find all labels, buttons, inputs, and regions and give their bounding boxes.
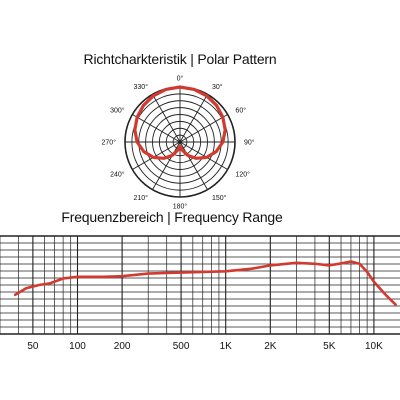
polar-angle-label: 270° — [102, 139, 117, 147]
polar-angle-label: 90° — [244, 139, 255, 147]
frequency-tick-label: 1K — [220, 341, 233, 352]
frequency-tick-label: 10K — [365, 341, 383, 352]
polar-pattern-title: Richtcharkteristik | Polar Pattern — [83, 51, 277, 67]
frequency-tick-label: 2K — [264, 341, 277, 352]
polar-angle-label: 150° — [212, 194, 227, 202]
frequency-tick-label: 5K — [323, 341, 336, 352]
frequency-response-curve — [13, 260, 397, 306]
polar-spoke — [179, 141, 228, 170]
polar-spoke — [179, 141, 208, 190]
polar-spoke — [179, 114, 228, 143]
frequency-tick-label: 100 — [69, 341, 86, 352]
polar-spoke — [152, 141, 181, 190]
polar-angle-label: 120° — [235, 171, 250, 179]
polar-spoke — [152, 94, 181, 143]
polar-spoke — [179, 94, 208, 143]
polar-angle-label: 300° — [110, 107, 125, 115]
polar-angle-label: 0° — [177, 75, 184, 83]
polar-spoke — [132, 114, 181, 143]
frequency-tick-label: 200 — [114, 341, 131, 352]
polar-spoke — [132, 141, 181, 170]
frequency-tick-label: 50 — [27, 341, 39, 352]
frequency-range-title: Frequenzbereich | Frequency Range — [61, 209, 283, 225]
polar-angle-label: 210° — [134, 194, 149, 202]
polar-pattern-curve — [133, 85, 227, 160]
polar-angle-label: 30° — [212, 83, 223, 91]
polar-angle-label: 60° — [235, 107, 246, 115]
polar-angle-label: 180° — [173, 203, 188, 211]
polar-angle-label: 240° — [110, 171, 125, 179]
frequency-tick-label: 500 — [173, 341, 190, 352]
polar-angle-label: 330° — [134, 83, 149, 91]
